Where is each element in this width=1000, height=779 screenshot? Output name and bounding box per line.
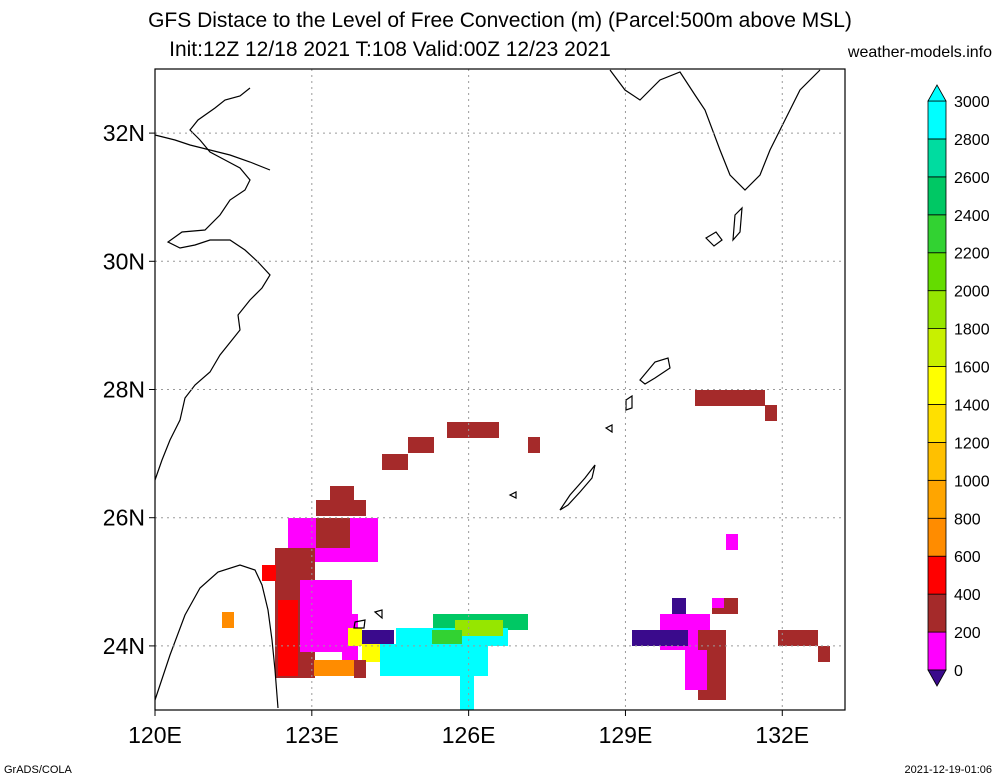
lfc-cell (695, 390, 765, 406)
colorbar-label: 1400 (954, 397, 990, 414)
coastline-sakishima (353, 609, 383, 629)
lfc-cell (222, 612, 234, 628)
lat-tick-label: 28N (103, 377, 145, 403)
coastline-layer (154, 69, 821, 709)
software-label: GrADS/COLA (4, 764, 72, 776)
colorbar-segment (927, 290, 947, 329)
colorbar-label: 1200 (954, 435, 990, 452)
chart-title: GFS Distace to the Level of Free Convect… (148, 9, 852, 32)
colorbar-segment (927, 328, 947, 367)
colorbar-label: 0 (954, 663, 963, 680)
colorbar-segment (927, 404, 947, 443)
colorbar-label: 1000 (954, 473, 990, 490)
lat-tick-labels: 24N 26N 28N 30N 32N (103, 120, 155, 659)
lfc-cell (330, 486, 354, 502)
lfc-cell (316, 500, 366, 516)
lfc-cell (432, 630, 462, 644)
lfc-cell (726, 534, 738, 550)
colorbar-segment (927, 366, 947, 405)
lat-tick-label: 32N (103, 120, 145, 146)
colorbar-label: 2600 (954, 170, 990, 187)
lfc-cell (685, 650, 707, 690)
lon-tick-label: 129E (599, 722, 653, 748)
lat-tick-label: 24N (103, 633, 145, 659)
coastline-amami (639, 357, 671, 385)
lon-tick-label: 126E (442, 722, 496, 748)
coastline-yakushima (705, 231, 723, 247)
lfc-cell (765, 405, 777, 421)
lat-tick-label: 26N (103, 505, 145, 531)
lfc-cell (408, 437, 434, 453)
colorbar-label: 3000 (954, 94, 990, 111)
lfc-cell (455, 620, 503, 636)
lfc-cell (278, 600, 298, 676)
colorbar-label: 600 (954, 549, 981, 566)
colorbar-segment (927, 100, 947, 140)
colorbar-segment (927, 441, 947, 481)
chart-subtitle: Init:12Z 12/18 2021 T:108 Valid:00Z 12/2… (169, 38, 611, 61)
coastline-okinawa (559, 464, 596, 511)
coastline-yangtze (154, 134, 271, 171)
lfc-cell (528, 437, 540, 453)
colorbar-segment (927, 631, 947, 671)
lfc-cell (712, 598, 724, 608)
colorbar-label: 2000 (954, 284, 990, 301)
lfc-cell (314, 660, 354, 676)
lon-tick-label: 123E (285, 722, 339, 748)
coastline-tanegashima (732, 206, 743, 242)
coastline-taiwan (154, 564, 279, 709)
coastline-kyushu (609, 69, 821, 191)
colorbar-segment (927, 214, 947, 254)
lfc-cell (316, 518, 350, 548)
colorbar-label: 1800 (954, 322, 990, 339)
lfc-field-layer (222, 390, 830, 710)
colorbar-segment (927, 517, 947, 557)
colorbar-label: 2800 (954, 132, 990, 149)
colorbar-segment (927, 593, 947, 633)
lfc-cell (818, 646, 830, 662)
colorbar-label: 400 (954, 587, 981, 604)
lon-tick-label: 132E (755, 722, 809, 748)
lfc-cell (262, 565, 276, 581)
colorbar-bottom-arrow (927, 669, 947, 687)
coastline-china (154, 87, 271, 481)
colorbar-segment (927, 555, 947, 595)
colorbar-segment (927, 479, 947, 519)
lfc-cell (382, 454, 408, 470)
colorbar-segment (927, 138, 947, 178)
lfc-cell (360, 630, 394, 646)
gridlines-layer (155, 69, 845, 710)
colorbar-label: 800 (954, 511, 981, 528)
lon-tick-label: 120E (128, 722, 182, 748)
colorbar-segment (927, 252, 947, 292)
colorbar-label: 1600 (954, 360, 990, 377)
lat-tick-label: 30N (103, 248, 145, 274)
lfc-cell (672, 598, 686, 616)
lfc-cell (354, 660, 366, 678)
coastline-islet-b (604, 424, 613, 434)
lfc-cell (447, 422, 499, 438)
colorbar-legend: 0 200 400 600 800 1000 1200 1400 1600 1800 2000 220… (927, 84, 990, 687)
lfc-cell (778, 630, 818, 646)
colorbar-top-arrow (927, 84, 947, 102)
lfc-cell (460, 676, 474, 710)
timestamp-label: 2021-12-19-01:06 (904, 764, 992, 776)
lfc-cell (632, 630, 688, 646)
colorbar-label: 200 (954, 625, 981, 642)
colorbar-label: 2400 (954, 208, 990, 225)
lon-tick-labels: 120E 123E 126E 129E 132E (128, 710, 809, 748)
coastline-islet-a (625, 394, 633, 411)
lfc-cell (348, 628, 362, 646)
coastline-islet-c (508, 491, 517, 499)
lfc-cell (380, 644, 488, 676)
credit-text: weather-models.info (847, 44, 992, 61)
colorbar-segment (927, 176, 947, 216)
colorbar-label: 2200 (954, 246, 990, 263)
